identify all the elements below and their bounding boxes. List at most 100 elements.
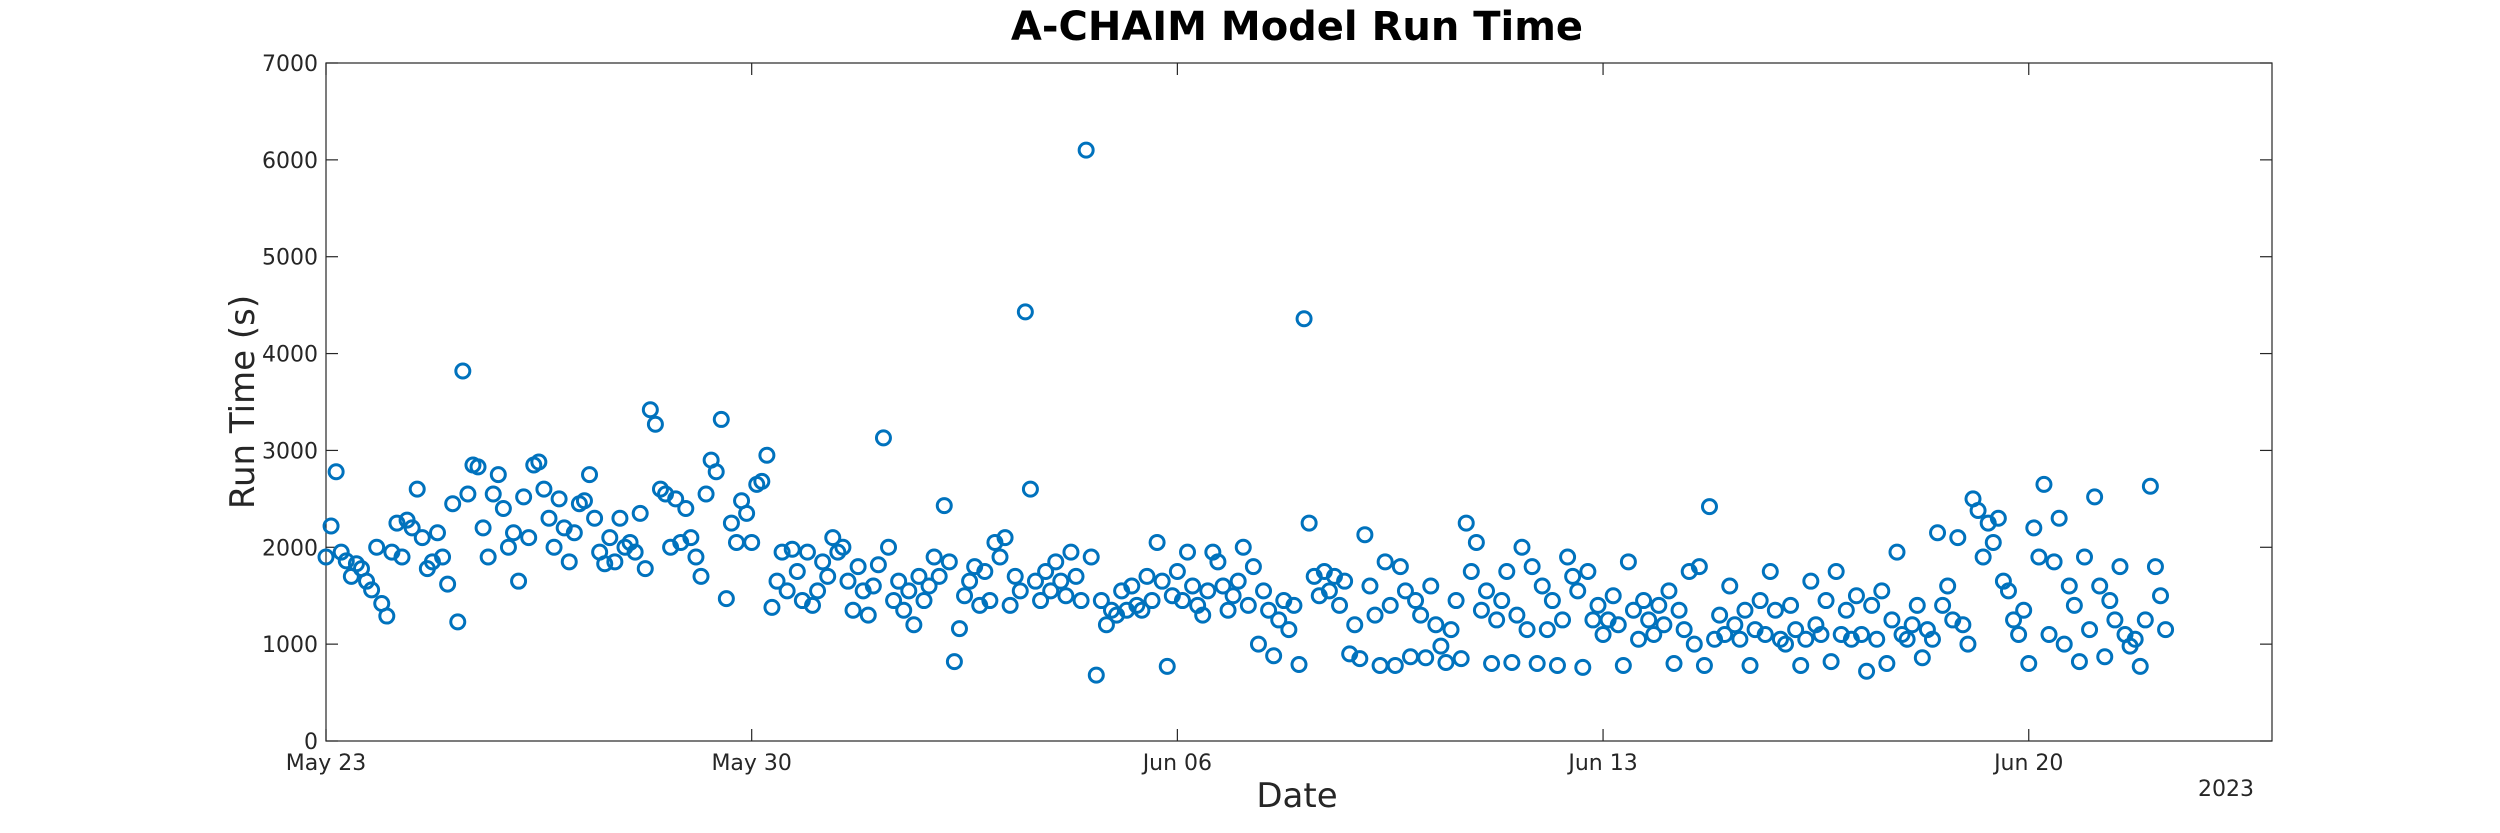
data-point xyxy=(1295,310,1313,328)
data-point xyxy=(1989,509,2007,527)
data-point xyxy=(1665,655,1683,673)
data-point xyxy=(976,563,994,580)
data-point xyxy=(1792,656,1810,674)
data-point xyxy=(1077,141,1095,159)
data-point xyxy=(864,577,882,595)
data-point xyxy=(1858,662,1876,680)
data-point xyxy=(1756,625,1774,643)
data-point xyxy=(1751,592,1769,610)
data-point xyxy=(403,519,421,537)
y-tick-label: 4000 xyxy=(262,343,318,368)
data-point xyxy=(449,613,467,631)
data-point xyxy=(560,553,578,571)
data-point xyxy=(677,500,695,518)
x-tick-label: May 30 xyxy=(711,751,791,776)
data-point xyxy=(687,548,705,566)
data-point xyxy=(1467,533,1485,551)
data-point xyxy=(1817,592,1835,610)
data-point xyxy=(545,538,563,556)
data-point xyxy=(606,553,624,571)
data-point xyxy=(479,548,497,566)
data-point xyxy=(1797,630,1815,648)
data-point xyxy=(1614,656,1632,674)
data-point xyxy=(1021,480,1039,498)
data-point xyxy=(1908,596,1926,614)
data-point xyxy=(581,466,599,484)
data-point xyxy=(2091,577,2109,595)
data-point xyxy=(2081,621,2099,639)
data-point xyxy=(1026,572,1044,590)
data-point xyxy=(1386,656,1404,674)
data-point xyxy=(1042,582,1060,600)
data-point xyxy=(1538,621,1556,639)
data-point xyxy=(1999,582,2017,600)
data-point xyxy=(727,533,745,551)
data-point xyxy=(1711,606,1729,624)
data-point xyxy=(1670,601,1688,619)
data-point xyxy=(2005,611,2023,629)
data-point xyxy=(1548,656,1566,674)
data-point xyxy=(1001,596,1019,614)
data-point xyxy=(1143,592,1161,610)
data-point xyxy=(626,543,644,561)
data-point xyxy=(332,543,350,561)
data-point xyxy=(2050,509,2068,527)
data-point xyxy=(2101,592,2119,610)
data-point xyxy=(1837,601,1855,619)
data-point xyxy=(2146,558,2164,576)
data-point xyxy=(1736,601,1754,619)
data-point xyxy=(646,415,664,433)
data-point xyxy=(1564,567,1582,585)
data-point xyxy=(743,533,761,551)
data-point xyxy=(1452,650,1470,668)
data-point xyxy=(1011,582,1029,600)
data-point xyxy=(859,606,877,624)
data-point xyxy=(494,500,512,518)
data-point xyxy=(763,598,781,616)
data-point xyxy=(1959,635,1977,653)
data-point xyxy=(2141,477,2159,495)
data-point xyxy=(1092,592,1110,610)
data-point xyxy=(905,616,923,634)
data-point xyxy=(1741,656,1759,674)
x-tick-label: Jun 06 xyxy=(1141,751,1212,776)
data-point xyxy=(1488,611,1506,629)
data-points xyxy=(317,141,2175,684)
data-point xyxy=(2035,475,2053,493)
data-point xyxy=(981,592,999,610)
data-point xyxy=(849,558,867,576)
data-point xyxy=(682,529,700,547)
data-point xyxy=(2030,548,2048,566)
data-point xyxy=(2070,653,2088,671)
data-point xyxy=(1412,606,1430,624)
data-point xyxy=(2015,601,2033,619)
data-point xyxy=(1939,577,1957,595)
data-point xyxy=(2010,625,2028,643)
data-point xyxy=(1827,563,1845,580)
data-point xyxy=(489,466,507,484)
data-point xyxy=(1619,553,1637,571)
data-point xyxy=(1128,596,1146,614)
data-point xyxy=(1184,577,1202,595)
data-point xyxy=(809,582,827,600)
x-axis-label: Date xyxy=(1256,776,1337,816)
data-point xyxy=(1285,596,1303,614)
data-point xyxy=(1422,577,1440,595)
data-point xyxy=(1695,656,1713,674)
data-point xyxy=(2065,596,2083,614)
data-point xyxy=(869,556,887,574)
data-point xyxy=(474,519,492,537)
chart-title: A-CHAIM Model Run Time xyxy=(1011,4,1583,50)
data-point xyxy=(2045,553,2063,571)
data-point xyxy=(1812,625,1830,643)
data-point xyxy=(996,529,1014,547)
data-point xyxy=(434,548,452,566)
data-point xyxy=(515,488,533,506)
data-point xyxy=(1594,625,1612,643)
data-point xyxy=(520,529,538,547)
data-point xyxy=(1847,587,1865,605)
data-point xyxy=(991,548,1009,566)
data-point xyxy=(1391,558,1409,576)
data-point xyxy=(773,543,791,561)
data-point xyxy=(388,514,406,532)
